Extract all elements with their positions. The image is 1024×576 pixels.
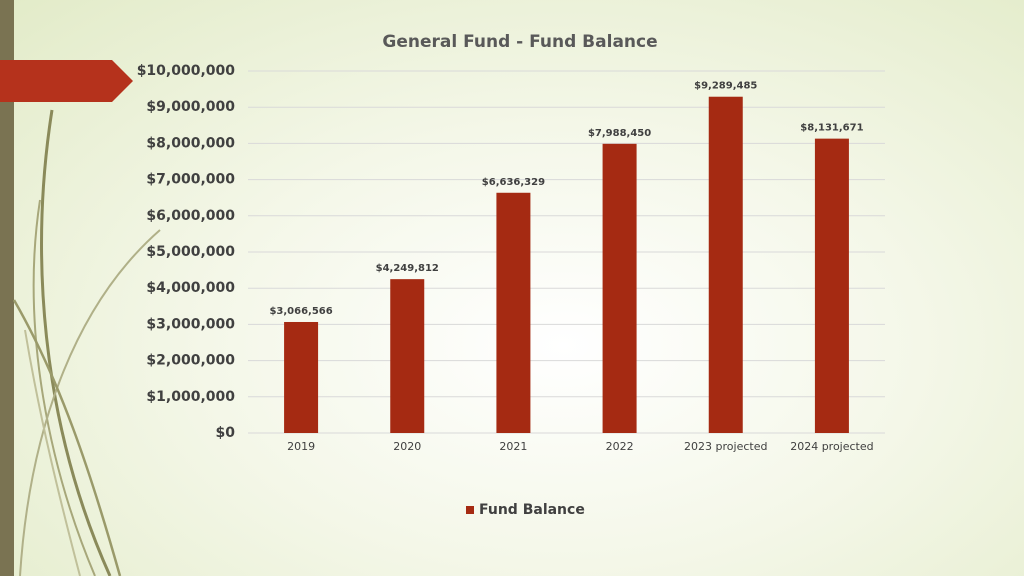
legend-label: Fund Balance xyxy=(479,502,585,518)
x-tick-label: 2024 projected xyxy=(790,440,873,453)
y-tick-label: $7,000,000 xyxy=(146,172,235,188)
x-tick-label: 2023 projected xyxy=(684,440,767,453)
x-tick-label: 2020 xyxy=(393,440,421,453)
y-tick-label: $5,000,000 xyxy=(146,244,235,260)
data-label: $8,131,671 xyxy=(800,123,863,134)
y-tick-label: $1,000,000 xyxy=(146,389,235,405)
data-label: $6,636,329 xyxy=(482,177,545,188)
y-tick-label: $9,000,000 xyxy=(146,99,235,115)
y-tick-label: $0 xyxy=(216,425,236,441)
bar xyxy=(284,321,319,433)
y-tick-label: $6,000,000 xyxy=(146,208,235,224)
bar xyxy=(708,96,743,433)
chart-title: General Fund - Fund Balance xyxy=(382,32,657,52)
x-tick-label: 2021 xyxy=(499,440,527,453)
data-label: $4,249,812 xyxy=(376,263,439,274)
legend-swatch xyxy=(466,506,474,514)
y-tick-label: $3,000,000 xyxy=(146,316,235,332)
bar xyxy=(602,143,637,433)
bar xyxy=(390,279,425,433)
grass-decoration xyxy=(12,109,161,576)
x-tick-label: 2019 xyxy=(287,440,315,453)
y-tick-label: $10,000,000 xyxy=(137,63,236,79)
header-arrow xyxy=(0,60,133,102)
data-label: $3,066,566 xyxy=(269,306,332,317)
y-tick-label: $4,000,000 xyxy=(146,280,235,296)
y-tick-label: $8,000,000 xyxy=(146,135,235,151)
data-label: $7,988,450 xyxy=(588,128,651,139)
x-tick-label: 2022 xyxy=(606,440,634,453)
side-bar xyxy=(0,0,14,576)
y-tick-label: $2,000,000 xyxy=(146,353,235,369)
bar xyxy=(496,192,531,433)
bar xyxy=(814,138,849,433)
data-label: $9,289,485 xyxy=(694,81,757,92)
